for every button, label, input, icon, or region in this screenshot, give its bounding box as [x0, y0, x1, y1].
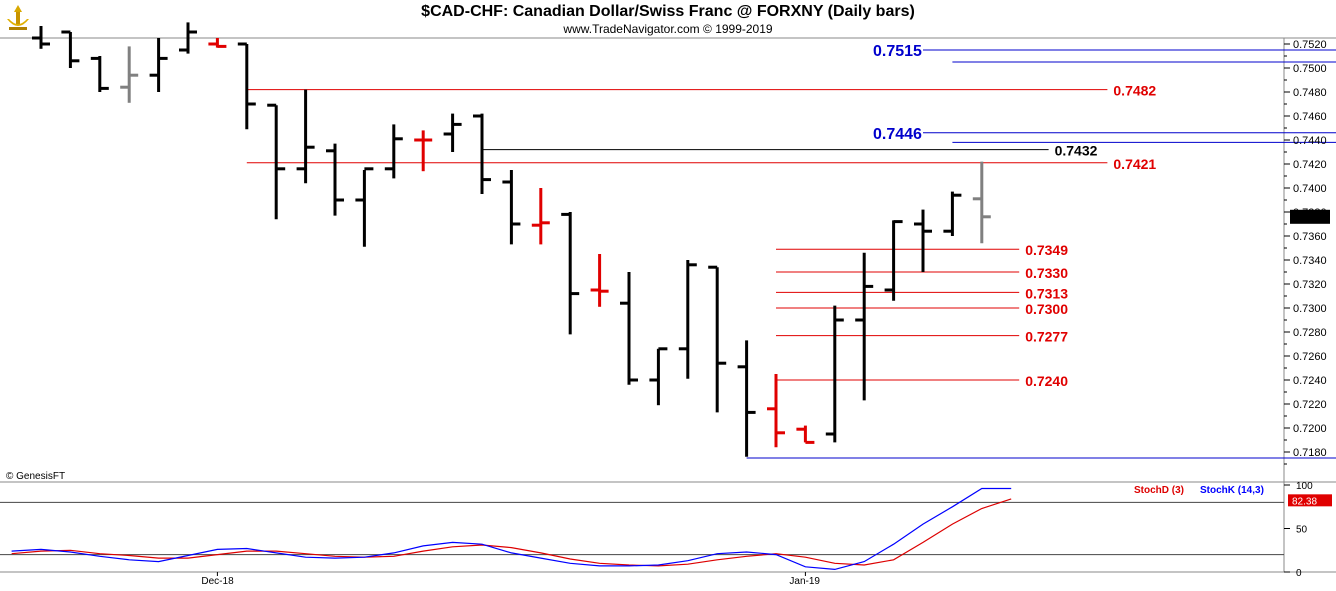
level-label: 0.7515 — [873, 43, 922, 60]
stochastic-panel: 100 50 0 82.38 StochD (3) StochK (14,3) — [0, 481, 1332, 579]
ohlc-bar — [208, 38, 227, 48]
y-tick-label: 0.7460 — [1293, 111, 1327, 123]
chart-subtitle: www.TradeNavigator.com © 1999-2019 — [563, 22, 773, 36]
ohlc-bar — [884, 220, 903, 301]
stoch-k-legend: StochK (14,3) — [1200, 485, 1264, 496]
stoch-tick-label: 50 — [1296, 525, 1308, 536]
stoch-k-line — [11, 487, 1012, 571]
ohlc-bar — [237, 42, 256, 130]
ohlc-bar — [61, 30, 80, 68]
level-label: 0.7240 — [1025, 373, 1068, 389]
y-tick-label: 0.7200 — [1293, 423, 1327, 435]
ohlc-bar — [355, 167, 374, 247]
stoch-current-box — [1288, 494, 1332, 507]
level-label: 0.7330 — [1025, 265, 1068, 281]
chart-frame — [0, 37, 1336, 573]
y-tick-label: 0.7480 — [1293, 87, 1327, 99]
y-tick-label: 0.7340 — [1293, 255, 1327, 267]
y-tick-label: 0.7420 — [1293, 159, 1327, 171]
y-tick-label: 0.7220 — [1293, 399, 1327, 411]
chart-title: $CAD-CHF: Canadian Dollar/Swiss Franc @ … — [421, 3, 915, 20]
ohlc-bar — [531, 188, 550, 245]
y-tick-label: 0.7280 — [1293, 327, 1327, 339]
stoch-current-label: 82.38 — [1292, 496, 1317, 507]
last-price-box — [1290, 209, 1330, 224]
ohlc-bar — [825, 305, 844, 443]
ohlc-bar — [678, 260, 697, 379]
ohlc-bar — [473, 113, 491, 194]
ohlc-bar — [32, 26, 50, 49]
stoch-tick-label: 0 — [1296, 568, 1302, 579]
ohlc-bar — [326, 143, 344, 216]
y-tick-label: 0.7360 — [1293, 231, 1327, 243]
ohlc-bar — [708, 265, 727, 413]
ohlc-bar — [443, 113, 462, 152]
level-label: 0.7446 — [873, 126, 922, 143]
y-tick-label: 0.7440 — [1293, 135, 1327, 147]
ohlc-bar — [384, 124, 403, 179]
ohlc-bar — [620, 272, 638, 385]
ohlc-bar — [972, 161, 991, 244]
y-tick-label: 0.7180 — [1293, 447, 1327, 459]
y-tick-label: 0.7400 — [1293, 183, 1327, 195]
level-label: 0.7421 — [1113, 156, 1156, 172]
price-axis: 0.7520 0.7500 0.7480 0.7460 0.7440 0.7420 0.74… — [1284, 39, 1330, 465]
ohlc-bar — [796, 425, 815, 444]
price-levels: 0.75150.75050.74820.74460.74380.74320.74… — [246, 43, 1336, 459]
level-label: 0.7277 — [1025, 329, 1068, 345]
price-bars — [32, 22, 991, 457]
trade-navigator-logo-icon — [7, 5, 29, 30]
ohlc-bar — [914, 209, 932, 272]
stoch-d-line — [11, 498, 1012, 567]
y-tick-label: 0.7240 — [1293, 375, 1327, 387]
ohlc-bar — [737, 340, 756, 457]
ohlc-bar — [561, 212, 580, 335]
level-label: 0.7313 — [1025, 285, 1068, 301]
ohlc-bar — [590, 254, 609, 307]
x-tick-label: Dec-18 — [201, 576, 234, 587]
copyright-label: © GenesisFT — [6, 471, 65, 482]
ohlc-bar — [855, 252, 874, 401]
y-tick-label: 0.7500 — [1293, 63, 1327, 75]
y-tick-label: 0.7300 — [1293, 303, 1327, 315]
level-label: 0.7349 — [1025, 242, 1068, 258]
y-tick-label: 0.7520 — [1293, 39, 1327, 51]
ohlc-bar — [296, 89, 315, 184]
stoch-d-legend: StochD (3) — [1134, 485, 1184, 496]
chart-header: $CAD-CHF: Canadian Dollar/Swiss Franc @ … — [0, 0, 1336, 38]
ohlc-bar — [502, 170, 521, 245]
stoch-tick-label: 100 — [1296, 481, 1313, 492]
ohlc-bar — [179, 22, 197, 54]
level-label: 0.7300 — [1025, 301, 1068, 317]
y-tick-label: 0.7260 — [1293, 351, 1327, 363]
ohlc-bar — [414, 130, 433, 172]
ohlc-bar — [120, 46, 139, 103]
ohlc-bar — [767, 374, 785, 448]
ohlc-bar — [149, 38, 168, 92]
ohlc-bar — [649, 347, 668, 406]
level-label: 0.7482 — [1113, 83, 1156, 99]
level-label: 0.7432 — [1055, 143, 1098, 159]
x-tick-label: Jan-19 — [789, 576, 820, 587]
last-price-label: 0.7376 — [1292, 212, 1326, 224]
y-tick-label: 0.7320 — [1293, 279, 1327, 291]
ohlc-bar — [90, 56, 109, 92]
date-axis: Dec-18 Jan-19 — [201, 572, 820, 587]
ohlc-bar — [267, 103, 286, 220]
ohlc-bar — [943, 191, 962, 236]
